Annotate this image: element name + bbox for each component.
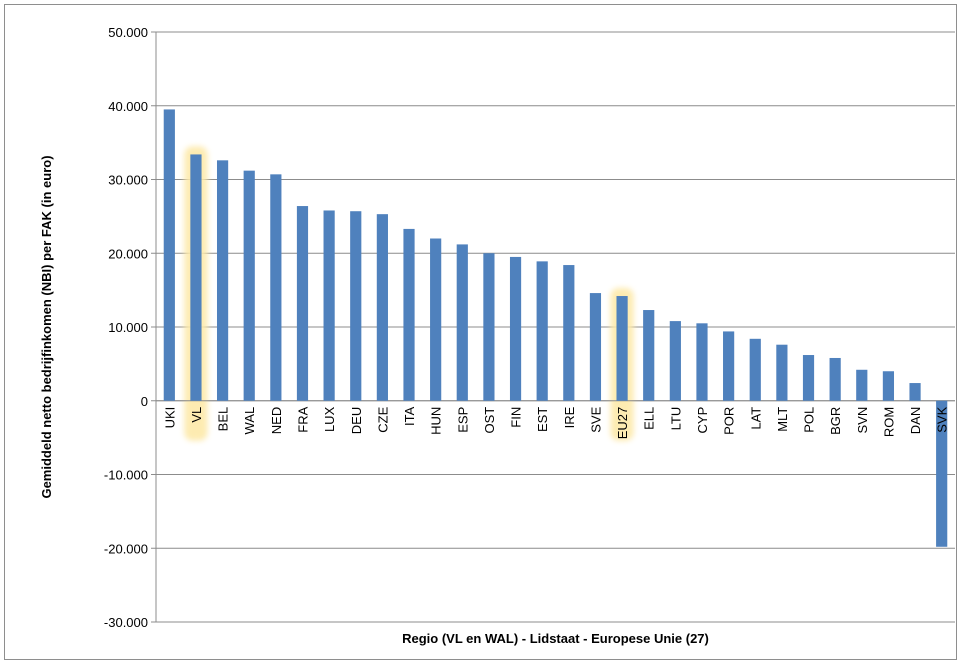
x-tick-label: POR [722,407,737,435]
bar-rom [882,371,895,401]
x-tick-label: BGR [828,407,843,435]
x-tick-label: OST [482,407,497,434]
x-tick-label: MLT [775,407,790,432]
x-tick-label: ITA [402,406,417,426]
bar-lux [323,210,335,401]
x-tick-label: UKI [162,407,177,429]
bar-fra [296,206,309,401]
x-tick-label: LAT [748,407,763,430]
bar-svn [856,369,868,401]
x-tick-label: HUN [429,407,444,435]
x-tick-label: POL [802,407,817,433]
bar-ost [483,253,495,401]
x-tick-label: SVN [855,407,870,434]
x-tick-label: FIN [509,407,524,428]
chart-area: UKI VL BEL WAL NED FRA LUX DEU CZE ITA HUN ESP OST FI… [4,4,957,660]
x-tick-label: FRA [295,406,310,432]
y-tick-labels: 50.000 40.000 30.000 20.000 10.000 0 -10.000 -2… [104,25,148,630]
bar-esp [456,244,468,401]
x-tick-label: BEL [216,407,231,432]
x-tick-label: DEU [349,407,364,434]
x-tick-label: SVK [935,406,950,432]
bar-wal [243,170,255,401]
bar-bgr [829,357,841,401]
x-tick-label: LUX [322,406,337,432]
y-tick-label: -10.000 [104,468,148,483]
bar-bel [216,160,229,401]
bar-ell [643,310,655,401]
x-tick-labels: UKI VL BEL WAL NED FRA LUX DEU CZE ITA HUN ESP OST FI… [162,406,949,439]
y-tick-label: 20.000 [108,246,148,261]
bar-chart: UKI VL BEL WAL NED FRA LUX DEU CZE ITA HUN ESP OST FI… [39,25,955,646]
x-tick-label: WAL [242,407,257,435]
x-tick-label: SVE [588,406,603,432]
x-tick-label: ELL [642,407,657,430]
x-tick-label: LTU [668,407,683,431]
y-tick-label: -30.000 [104,615,148,630]
bar-mlt [776,344,788,401]
x-axis-title: Regio (VL en WAL) - Lidstaat - Europese … [402,631,709,646]
y-tick-label: 10.000 [108,320,148,335]
bar-fin [509,256,522,401]
x-tick-label: EST [535,407,550,432]
x-tick-label: EU27 [615,407,630,440]
y-tick-label: -20.000 [104,541,148,556]
bar-sve [589,293,602,401]
bar-cyp [696,323,708,401]
y-tick-label: 0 [141,394,148,409]
bar-est [536,261,548,401]
x-tick-label: VL [189,407,204,423]
x-tick-label: CZE [375,406,390,432]
bar-lat [749,338,761,401]
bar-deu [350,211,362,401]
axes [155,32,955,622]
y-tick-label: 50.000 [108,25,148,40]
x-tick-label: DAN [908,407,923,434]
bar-ire [563,265,575,401]
bar-por [723,331,735,401]
y-axis-title: Gemiddeld netto bedrijfinkomen (NBI) per… [39,155,54,498]
bar-eu27 [616,296,628,401]
bar-ltu [669,321,681,401]
bar-hun [430,238,442,401]
bar-cze [376,214,388,401]
x-tick-label: IRE [562,406,577,428]
bar-ned [270,174,282,401]
bar-uki [163,109,175,401]
x-tick-label: ESP [455,407,470,433]
bars [163,109,948,547]
bar-vl [190,154,202,401]
bar-dan [909,383,921,401]
x-tick-label: ROM [881,407,896,437]
y-tick-label: 30.000 [108,173,148,188]
x-tick-label: CYP [695,407,710,434]
bar-svk [936,400,948,547]
bar-ita [403,228,415,401]
y-tick-label: 40.000 [108,99,148,114]
bar-pol [802,355,815,401]
x-tick-label: NED [269,407,284,434]
